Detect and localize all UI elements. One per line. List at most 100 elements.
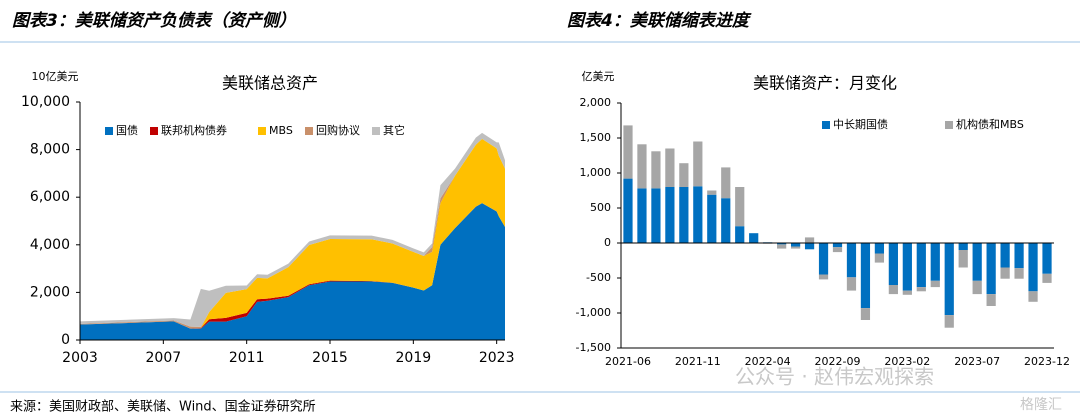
watermark: 公众号 · 赵伟宏观探索 [735,365,934,389]
legend-label: 回购协议 [316,123,360,137]
bar [944,243,954,316]
bar [1014,243,1024,269]
bar [832,243,843,248]
bar [721,198,731,243]
legend-swatch [372,127,380,135]
bar [790,243,801,247]
bar [804,237,815,243]
bar [846,243,857,278]
legend-label: MBS [269,124,293,137]
header-right: 图表4：美联储缩表进度 [567,11,752,31]
bar [665,148,675,187]
bar [818,243,829,275]
legend-swatch [105,127,113,135]
legend-label: 中长期国债 [833,117,888,131]
bar [651,188,661,243]
bar [860,243,871,309]
bar [707,190,717,195]
legend-swatch [258,127,266,135]
bar [735,187,745,227]
bar [1028,291,1038,302]
bar [916,243,926,288]
bar [679,187,689,243]
x-tick-label: 2011 [229,350,265,366]
y-tick-label: 2,000 [30,284,70,300]
bar [735,226,745,243]
bar [790,246,801,249]
bar [930,280,940,288]
legend-swatch [305,127,313,135]
bar [930,243,940,281]
bar [693,186,703,243]
y-tick-label: 0 [604,236,611,249]
bar [651,151,661,189]
x-tick-label: 2019 [396,350,432,366]
y-tick-label: 4,000 [30,237,70,253]
bar [637,144,647,189]
bar [637,188,647,243]
bar [804,243,815,250]
y-tick-label: 500 [590,201,611,214]
bar [1000,267,1010,279]
bar [902,243,912,291]
y-axis-label: 10亿美元 [32,70,79,83]
area [80,203,505,340]
bar [818,274,829,280]
legend-swatch [822,121,830,129]
y-tick-label: 8,000 [30,142,70,158]
bar [846,277,857,291]
source: 来源：美国财政部、美联储、Wind、国金证券研究所 [10,399,316,415]
bar [874,253,885,263]
legend-swatch [150,127,158,135]
y-tick-label: 2,000 [580,96,612,109]
bar [986,294,996,306]
watermark-logo: 格隆汇 [1020,397,1062,413]
x-tick-label: 2023-02 [884,355,930,368]
bar [693,141,703,187]
bar [1042,243,1052,274]
bar [1028,243,1038,292]
bar [707,194,717,243]
y-tick-label: -500 [586,271,611,284]
bar [665,187,675,243]
bar [860,308,871,320]
y-tick-label: -1,500 [576,341,611,354]
x-tick-label: 2021-11 [675,355,721,368]
bar [972,243,982,281]
legend-label: 机构债和MBS [956,117,1024,131]
chart-title: 美联储资产：月变化 [753,74,897,93]
y-tick-label: -1,000 [576,306,611,319]
bar [1042,273,1052,283]
y-tick-label: 1,000 [580,166,612,179]
bar [888,285,898,295]
bar [749,233,759,243]
y-tick-label: 0 [61,332,70,348]
bar [777,244,787,249]
bar [874,243,885,254]
x-tick-label: 2003 [62,350,98,366]
header-left: 图表3：美联储资产负债表（资产侧） [12,11,296,31]
bar [832,247,843,253]
bar [916,287,926,292]
bar [902,290,912,295]
x-tick-label: 2022-09 [815,355,861,368]
bar [888,243,898,285]
bar [944,315,954,328]
bar [721,167,731,199]
bar [679,163,689,187]
x-tick-label: 2021-06 [605,355,651,368]
legend-label: 联邦机构债券 [161,123,227,137]
bar [972,280,982,295]
bar [986,243,996,295]
bar [1000,243,1010,268]
legend-label: 国债 [116,123,138,137]
bar [958,243,968,250]
x-tick-label: 2015 [312,350,348,366]
area [80,138,505,329]
x-tick-label: 2007 [146,350,182,366]
x-tick-label: 2022-04 [745,355,791,368]
y-axis-label: 亿美元 [582,70,615,83]
bar [1014,268,1024,279]
y-tick-label: 1,500 [580,131,612,144]
